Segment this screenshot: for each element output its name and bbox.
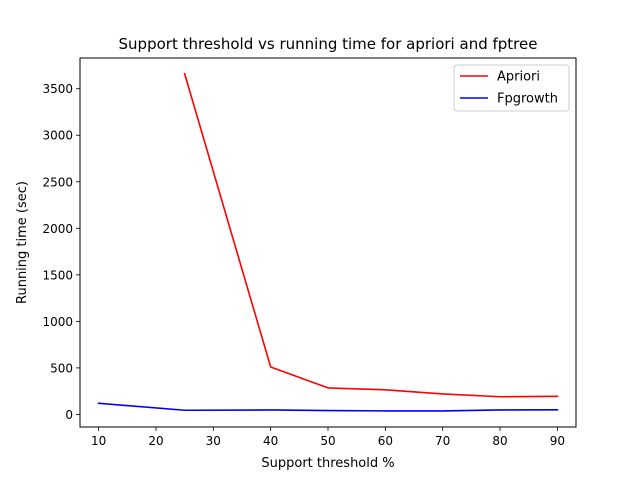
x-tick-label: 80: [492, 434, 507, 448]
y-tick-label: 2500: [42, 175, 73, 189]
y-tick-label: 1000: [42, 315, 73, 329]
series-line-apriori: [183, 72, 559, 398]
legend: Apriori Fpgrowth: [453, 64, 570, 112]
x-tick-label: 10: [91, 434, 106, 448]
y-tick-label: 3000: [42, 129, 73, 143]
y-axis-label: Running time (sec): [15, 181, 30, 304]
y-tick-label: 500: [50, 361, 73, 375]
x-tick-label: 90: [550, 434, 565, 448]
legend-label-apriori: Apriori: [497, 70, 540, 85]
x-tick-label: 40: [263, 434, 278, 448]
chart-title: Support threshold vs running time for ap…: [119, 35, 538, 53]
x-tick-label: 70: [435, 434, 450, 448]
x-tick-label: 60: [378, 434, 393, 448]
series-layer: [97, 72, 559, 412]
y-tick-label: 1500: [42, 268, 73, 282]
y-tick-label: 0: [65, 408, 73, 422]
x-tick-label: 50: [320, 434, 335, 448]
plot-frame: [79, 57, 577, 428]
x-axis-ticks: 10 20 30 40 50 60 70 80 90: [91, 427, 565, 448]
legend-label-fpgrowth: Fpgrowth: [497, 92, 558, 107]
plot-area: [80, 58, 576, 427]
y-tick-label: 3500: [42, 82, 73, 96]
series-line-fpgrowth: [97, 402, 559, 412]
x-tick-label: 20: [148, 434, 163, 448]
y-tick-label: 2000: [42, 222, 73, 236]
y-axis-ticks: 0 500 1000 1500 2000 2500 3000 3500: [42, 82, 80, 422]
x-axis-label: Support threshold %: [261, 456, 394, 471]
x-tick-label: 30: [206, 434, 221, 448]
